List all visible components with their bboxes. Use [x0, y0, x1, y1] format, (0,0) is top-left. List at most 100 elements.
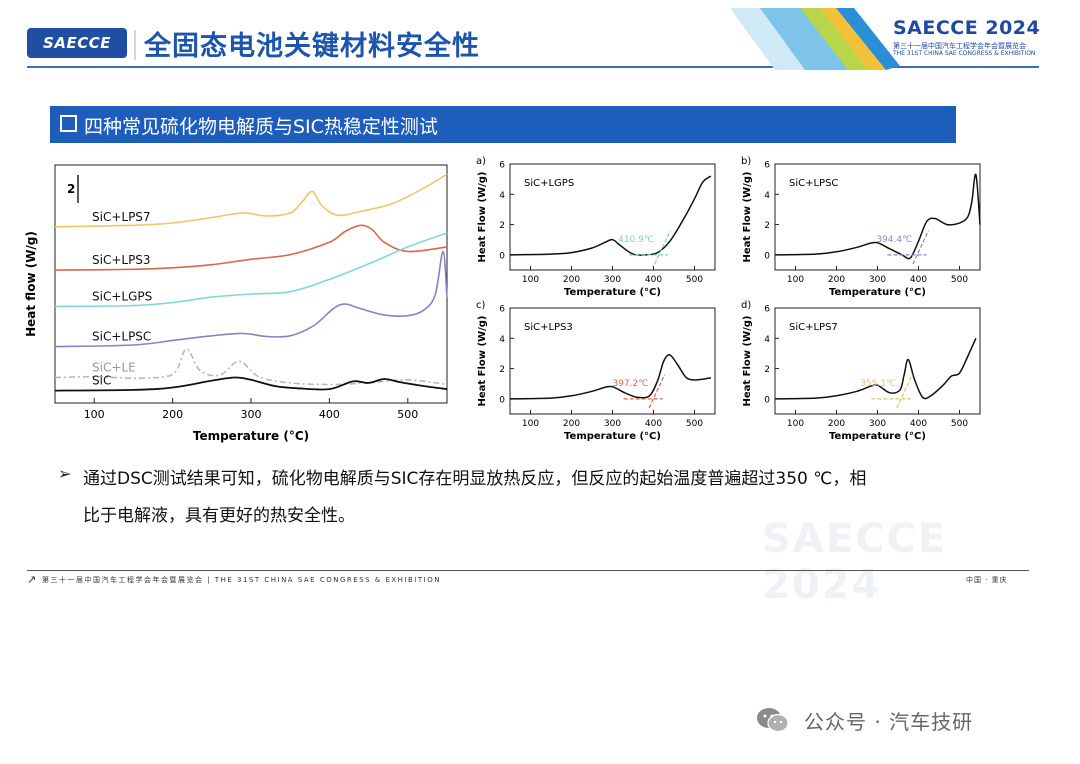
header-band	[0, 0, 1080, 74]
series-line-sic	[54, 376, 448, 392]
panel-c-tangent-dash	[648, 374, 666, 409]
panel-d-y-tick-label-4: 4	[764, 335, 770, 345]
panel-c-onset-label: 397.2℃	[612, 379, 648, 389]
watermark: SAECCE 2024	[762, 516, 948, 608]
panel-b-x-tick-label-100: 100	[787, 275, 804, 285]
panel-c-y-tick-label-4: 4	[499, 335, 505, 345]
main-dsc-chart: 100 200 300 400 500 Temperature (°C) Heat flow…	[24, 164, 448, 443]
panel-c-y-axis-label: Heat Flow (W/g)	[477, 316, 488, 407]
x-tick-label-400: 400	[319, 408, 340, 421]
main-y-axis-label: Heat flow (W/g)	[24, 231, 38, 337]
panel-b-title: SiC+LPSC	[789, 178, 838, 189]
panel-c-x-tick-label-100: 100	[522, 419, 539, 429]
wechat-icon	[757, 708, 789, 733]
panel-a-x-tick-label-200: 200	[563, 275, 580, 285]
logo-subtext: CHINA · SAE CONGRESS & EXHIBITION	[28, 52, 126, 58]
panel-a-y-tick-label-6: 6	[499, 161, 505, 171]
series-line-sic-lpsc	[54, 250, 448, 348]
panel-d-x-tick-label-400: 400	[910, 419, 927, 429]
brand-title: SAECCE 2024	[893, 17, 1041, 39]
panel-a-x-axis-label: Temperature (°C)	[564, 287, 661, 298]
panel-b-x-tick-label-200: 200	[828, 275, 845, 285]
panel-d-x-tick-label-500: 500	[951, 419, 968, 429]
panel-d-letter: d)	[741, 300, 751, 311]
panel-a-x-tick-label-300: 300	[604, 275, 621, 285]
series-line-sic-lps3	[54, 224, 448, 271]
panel-c-x-tick-label-500: 500	[686, 419, 703, 429]
footer-arrow-icon: ↗	[27, 573, 37, 586]
panel-c-x-tick-label-300: 300	[604, 419, 621, 429]
panel-d-tangent-dash	[896, 374, 913, 409]
series-line-sic-le	[54, 348, 448, 386]
panel-d-chart: d) 0 2 4 6 100 200 300 400 500 Temperature (°C) Hea…	[741, 300, 981, 442]
title-rule	[27, 66, 1039, 68]
panel-c-y-tick-label-6: 6	[499, 305, 505, 315]
series-label-sic-lps7: SiC+LPS7	[92, 210, 151, 224]
panel-c-chart: c) 0 2 4 6 100 200 300 400 500 Temperature (°C) Hea…	[476, 300, 716, 442]
panel-d-x-axis-label: Temperature (°C)	[829, 431, 926, 442]
panel-a-curve	[509, 175, 712, 256]
saecce-logo: SAECCE	[27, 28, 127, 58]
brand-subtitle-cn: 第三十一届中国汽车工程学会年会暨展览会	[893, 42, 1026, 50]
panel-b-onset-label: 394.4℃	[876, 235, 912, 245]
header-divider	[134, 30, 136, 60]
panel-a-x-tick-label-100: 100	[522, 275, 539, 285]
panel-d-title: SiC+LPS7	[789, 322, 838, 333]
panel-c-x-tick-label-200: 200	[563, 419, 580, 429]
panel-d-x-tick-label-300: 300	[869, 419, 886, 429]
bullet-arrow-icon: ➢	[58, 464, 72, 483]
brand-stripes-graphic	[730, 8, 900, 70]
footer-rule	[27, 570, 1029, 571]
panel-b-y-tick-label-0: 0	[764, 251, 770, 261]
panel-c-x-axis-label: Temperature (°C)	[564, 431, 661, 442]
x-tick-label-200: 200	[162, 408, 183, 421]
footer-text: 第三十一届中国汽车工程学会年会暨展览会 | THE 31ST CHINA SAE…	[42, 576, 441, 584]
panel-b-x-axis-label: Temperature (°C)	[829, 287, 926, 298]
panel-b-y-axis-label: Heat Flow (W/g)	[742, 172, 753, 263]
panel-a-chart: a) 0 2 4 6 100 200 300 400 500 Temperature (°C) Hea…	[476, 156, 716, 298]
footer-location: 中国 · 重庆	[966, 576, 1008, 584]
section-title-bar	[50, 106, 956, 143]
series-label-sic-lps3: SiC+LPS3	[92, 253, 151, 267]
conclusion-line-1: 通过DSC测试结果可知，硫化物电解质与SIC存在明显放热反应，但反应的起始温度普…	[83, 469, 867, 489]
x-tick-label-300: 300	[241, 408, 262, 421]
panel-d-onset-label: 355.1℃	[860, 379, 896, 389]
panel-c-letter: c)	[476, 300, 485, 311]
panel-a-y-axis-label: Heat Flow (W/g)	[477, 172, 488, 263]
panel-b-y-tick-label-6: 6	[764, 161, 770, 171]
panel-d-y-tick-label-6: 6	[764, 305, 770, 315]
panel-d-x-tick-label-200: 200	[828, 419, 845, 429]
series-label-sic-lgps: SiC+LGPS	[92, 289, 152, 303]
panel-b-chart: b) 0 2 4 6 100 200 300 400 500 Temperature (°C) Hea…	[741, 156, 981, 298]
series-label-sic-le: SiC+LE	[92, 361, 136, 375]
series-line-sic-lps7	[54, 173, 448, 228]
panel-d-y-axis-label: Heat Flow (W/g)	[742, 316, 753, 407]
conclusion-line-2: 比于电解液，具有更好的热安全性。	[83, 506, 355, 526]
panel-a-onset-label: 410.9℃	[618, 235, 654, 245]
panel-b-y-tick-label-2: 2	[764, 221, 770, 231]
panel-c-y-tick-label-2: 2	[499, 365, 505, 375]
brand-subtitle-en: THE 31ST CHINA SAE CONGRESS & EXHIBITION	[893, 50, 1036, 57]
series-label-sic-lpsc: SiC+LPSC	[92, 330, 151, 344]
panel-d-x-tick-label-100: 100	[787, 419, 804, 429]
x-tick-label-500: 500	[397, 408, 418, 421]
panel-c-x-tick-label-400: 400	[645, 419, 662, 429]
source-account-label: 公众号 · 汽车技研	[804, 710, 974, 734]
panel-a-x-tick-label-400: 400	[645, 275, 662, 285]
x-tick-label-100: 100	[84, 408, 105, 421]
panel-a-letter: a)	[476, 156, 486, 167]
scale-bar-label: 2	[67, 182, 75, 196]
series-line-sic-lgps	[54, 232, 448, 308]
main-x-axis-label: Temperature (°C)	[193, 429, 309, 443]
panel-b-x-tick-label-300: 300	[869, 275, 886, 285]
panel-d-y-tick-label-2: 2	[764, 365, 770, 375]
panel-d-curve	[774, 337, 977, 400]
panel-c-y-tick-label-0: 0	[499, 395, 505, 405]
panel-a-y-tick-label-4: 4	[499, 191, 505, 201]
page-title: 全固态电池关键材料安全性	[144, 31, 480, 62]
panel-a-tangent-dash	[654, 230, 671, 265]
panel-a-y-tick-label-2: 2	[499, 221, 505, 231]
panel-b-letter: b)	[741, 156, 751, 167]
checkbox-square-icon	[60, 115, 77, 132]
series-label-sic: SiC	[92, 374, 111, 388]
